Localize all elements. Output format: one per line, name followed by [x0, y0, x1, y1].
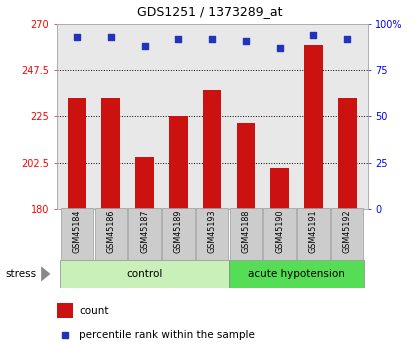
Bar: [68, 98, 86, 209]
Bar: [203, 90, 221, 209]
Text: GSM45191: GSM45191: [309, 210, 318, 253]
Point: [344, 36, 351, 42]
Bar: [236, 122, 255, 209]
Text: GSM45189: GSM45189: [174, 210, 183, 253]
Point: [62, 332, 68, 337]
Bar: [102, 98, 120, 209]
FancyBboxPatch shape: [162, 208, 194, 260]
Text: GSM45192: GSM45192: [343, 210, 352, 253]
Bar: [304, 45, 323, 209]
Point: [310, 32, 317, 38]
Text: GSM45190: GSM45190: [275, 210, 284, 253]
Text: acute hypotension: acute hypotension: [248, 269, 345, 279]
Point: [242, 38, 249, 43]
Text: GSM45193: GSM45193: [207, 210, 217, 253]
Bar: [57, 303, 74, 318]
Text: GSM45187: GSM45187: [140, 210, 149, 253]
Text: control: control: [126, 269, 163, 279]
Point: [276, 46, 283, 51]
FancyBboxPatch shape: [263, 208, 296, 260]
FancyBboxPatch shape: [60, 260, 229, 288]
FancyBboxPatch shape: [229, 260, 364, 288]
Point: [209, 36, 215, 42]
Point: [141, 43, 148, 49]
Text: GSM45184: GSM45184: [73, 210, 81, 253]
Bar: [338, 98, 357, 209]
Text: stress: stress: [5, 269, 36, 279]
Point: [74, 34, 80, 40]
Text: percentile rank within the sample: percentile rank within the sample: [79, 330, 255, 340]
Point: [175, 36, 182, 42]
Text: GDS1251 / 1373289_at: GDS1251 / 1373289_at: [137, 5, 283, 18]
Text: GSM45186: GSM45186: [106, 210, 115, 253]
FancyBboxPatch shape: [196, 208, 228, 260]
FancyBboxPatch shape: [230, 208, 262, 260]
Point: [108, 34, 114, 40]
FancyBboxPatch shape: [94, 208, 127, 260]
Bar: [135, 157, 154, 209]
Bar: [270, 168, 289, 209]
FancyBboxPatch shape: [331, 208, 363, 260]
FancyBboxPatch shape: [129, 208, 161, 260]
FancyBboxPatch shape: [297, 208, 330, 260]
Bar: [169, 116, 188, 209]
Text: count: count: [79, 306, 108, 316]
FancyBboxPatch shape: [61, 208, 93, 260]
Text: GSM45188: GSM45188: [241, 210, 250, 253]
